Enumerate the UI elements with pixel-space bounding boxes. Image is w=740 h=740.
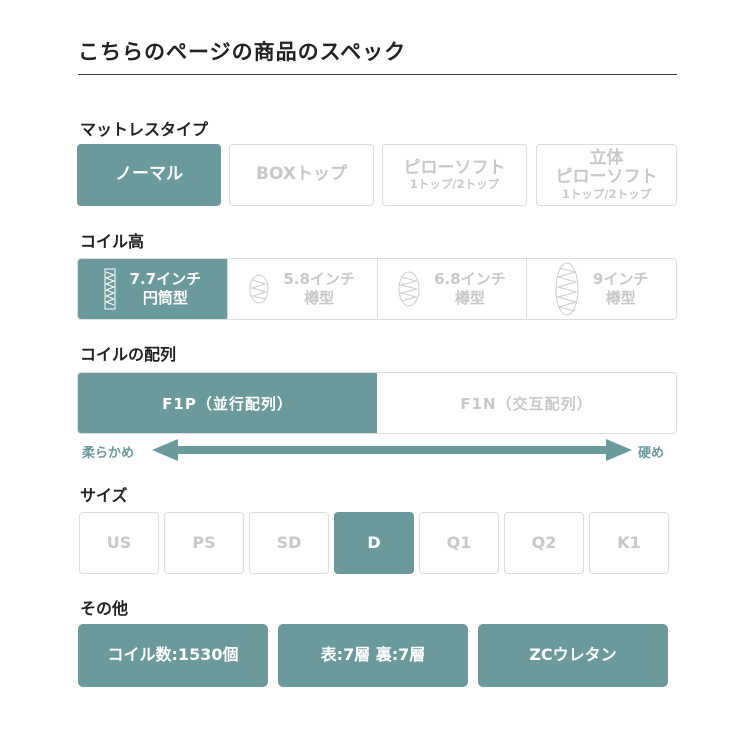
firmness-double-arrow-icon bbox=[152, 439, 632, 461]
option-normal[interactable]: ノーマル bbox=[77, 144, 221, 206]
coil-size: 9インチ bbox=[592, 269, 649, 288]
size-q1[interactable]: Q1 bbox=[419, 512, 499, 574]
size-q2[interactable]: Q2 bbox=[504, 512, 584, 574]
section-label-other: その他 bbox=[80, 599, 129, 618]
size-d[interactable]: D bbox=[334, 512, 414, 574]
barrel-coil-icon bbox=[249, 274, 269, 304]
coil-size: 7.7インチ bbox=[129, 269, 202, 288]
divider bbox=[78, 74, 677, 75]
option-box-top[interactable]: BOXトップ bbox=[229, 144, 374, 206]
section-label-mattress-type: マットレスタイプ bbox=[80, 120, 209, 139]
coil-shape: 樽型 bbox=[454, 289, 485, 307]
cylinder-coil-icon bbox=[104, 268, 116, 310]
coil-option-5-8[interactable]: 5.8インチ 樽型 bbox=[226, 259, 377, 319]
size-ps[interactable]: PS bbox=[164, 512, 244, 574]
page-title: こちらのページの商品のスペック bbox=[78, 40, 407, 64]
other-layers: 表:7層 裏:7層 bbox=[278, 624, 468, 687]
section-label-coil-height: コイル高 bbox=[80, 232, 145, 251]
barrel-coil-icon bbox=[555, 262, 579, 316]
option-pillow-soft[interactable]: ピローソフト 1トップ/2トップ bbox=[382, 144, 527, 206]
option-label: BOXトップ bbox=[256, 164, 347, 185]
option-label-top: 立体 bbox=[589, 147, 624, 168]
arrangement-f1n[interactable]: F1N（交互配列） bbox=[460, 394, 593, 413]
coil-shape: 樽型 bbox=[605, 289, 636, 307]
coil-shape: 樽型 bbox=[304, 289, 335, 307]
barrel-coil-icon bbox=[398, 271, 420, 307]
option-sublabel: 1トップ/2トップ bbox=[409, 177, 500, 192]
option-label: ピローソフト bbox=[403, 157, 506, 178]
size-k1[interactable]: K1 bbox=[589, 512, 669, 574]
other-urethane: ZCウレタン bbox=[478, 624, 668, 687]
hard-label: 硬め bbox=[638, 446, 665, 461]
option-label: ノーマル bbox=[115, 164, 183, 185]
size-sd[interactable]: SD bbox=[249, 512, 329, 574]
soft-label: 柔らかめ bbox=[82, 446, 135, 461]
option-3d-pillow-soft[interactable]: 立体 ピローソフト 1トップ/2トップ bbox=[536, 144, 677, 206]
coil-size: 6.8インチ bbox=[434, 269, 506, 288]
section-label-size: サイズ bbox=[80, 486, 128, 505]
size-us[interactable]: US bbox=[79, 512, 159, 574]
coil-shape: 円筒型 bbox=[142, 289, 188, 307]
other-coil-count: コイル数:1530個 bbox=[78, 624, 268, 687]
option-sublabel: 1トップ/2トップ bbox=[561, 186, 652, 201]
coil-option-9[interactable]: 9インチ 樽型 bbox=[526, 259, 676, 319]
option-label: ピローソフト bbox=[555, 167, 658, 188]
coil-size: 5.8インチ bbox=[283, 269, 355, 288]
coil-option-6-8[interactable]: 6.8インチ 樽型 bbox=[376, 259, 527, 319]
arrangement-f1p[interactable]: F1P（並行配列） bbox=[78, 373, 377, 433]
coil-option-7-7[interactable]: 7.7インチ 円筒型 bbox=[78, 259, 227, 319]
coil-height-selector: 7.7インチ 円筒型 5.8インチ 樽型 6.8インチ 樽型 9インチ 樽型 bbox=[77, 258, 677, 320]
coil-arrangement-selector: F1P（並行配列） F1N（交互配列） bbox=[77, 372, 677, 434]
section-label-coil-arrangement: コイルの配列 bbox=[80, 345, 177, 364]
